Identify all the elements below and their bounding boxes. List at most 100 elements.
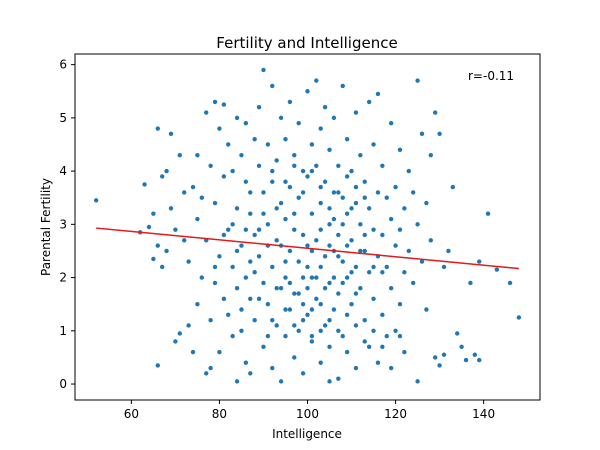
scatter-point	[349, 270, 353, 274]
scatter-point	[301, 169, 305, 173]
scatter-point	[292, 153, 296, 157]
scatter-point	[327, 318, 331, 322]
scatter-point	[380, 345, 384, 349]
scatter-point	[363, 249, 367, 253]
scatter-point	[244, 361, 248, 365]
y-tick-label: 5	[59, 111, 67, 125]
scatter-point	[367, 206, 371, 210]
scatter-point	[261, 68, 265, 72]
scatter-point	[230, 169, 234, 173]
scatter-point	[451, 185, 455, 189]
scatter-point	[371, 297, 375, 301]
scatter-point	[226, 227, 230, 231]
scatter-point	[195, 217, 199, 221]
scatter-point	[156, 363, 160, 367]
scatter-point	[208, 318, 212, 322]
scatter-point	[327, 206, 331, 210]
scatter-point	[354, 323, 358, 327]
scatter-point	[208, 366, 212, 370]
scatter-point	[371, 265, 375, 269]
scatter-point	[301, 318, 305, 322]
scatter-point	[442, 353, 446, 357]
scatter-point	[319, 265, 323, 269]
scatter-point	[327, 379, 331, 383]
scatter-point	[296, 291, 300, 295]
scatter-point	[283, 180, 287, 184]
scatter-point	[301, 190, 305, 194]
scatter-point	[336, 164, 340, 168]
scatter-point	[279, 286, 283, 290]
scatter-point	[323, 286, 327, 290]
scatter-point	[292, 211, 296, 215]
y-axis-label: Parental Fertility	[39, 178, 53, 276]
scatter-point	[230, 222, 234, 226]
scatter-point	[345, 211, 349, 215]
scatter-point	[314, 164, 318, 168]
scatter-point	[385, 196, 389, 200]
scatter-point	[244, 227, 248, 231]
scatter-point	[363, 339, 367, 343]
scatter-point	[336, 329, 340, 333]
scatter-point	[398, 227, 402, 231]
scatter-point	[385, 334, 389, 338]
scatter-point	[371, 329, 375, 333]
scatter-point	[332, 116, 336, 120]
scatter-point	[323, 105, 327, 109]
scatter-point	[358, 286, 362, 290]
scatter-point	[270, 366, 274, 370]
scatter-point	[310, 142, 314, 146]
scatter-point	[354, 291, 358, 295]
scatter-point	[248, 259, 252, 263]
scatter-point	[270, 318, 274, 322]
x-tick-label: 140	[472, 407, 495, 421]
scatter-point	[296, 196, 300, 200]
scatter-point	[367, 270, 371, 274]
scatter-point	[248, 211, 252, 215]
scatter-point	[327, 281, 331, 285]
scatter-point	[292, 164, 296, 168]
scatter-point	[283, 259, 287, 263]
scatter-point	[230, 334, 234, 338]
scatter-point	[204, 110, 208, 114]
chart-title: Fertility and Intelligence	[216, 34, 397, 52]
scatter-point	[257, 105, 261, 109]
scatter-point	[195, 302, 199, 306]
scatter-point	[415, 222, 419, 226]
scatter-point	[429, 153, 433, 157]
scatter-point	[292, 323, 296, 327]
scatter-point	[261, 345, 265, 349]
scatter-point	[244, 275, 248, 279]
scatter-point	[415, 379, 419, 383]
scatter-point	[327, 243, 331, 247]
scatter-point	[226, 313, 230, 317]
scatter-point	[349, 206, 353, 210]
scatter-point	[235, 249, 239, 253]
scatter-point	[270, 265, 274, 269]
scatter-point	[310, 169, 314, 173]
scatter-point	[473, 353, 477, 357]
scatter-point	[257, 164, 261, 168]
scatter-point	[182, 190, 186, 194]
scatter-point	[244, 180, 248, 184]
scatter-point	[279, 379, 283, 383]
scatter-point	[332, 217, 336, 221]
scatter-point	[420, 132, 424, 136]
scatter-point	[345, 137, 349, 141]
scatter-point	[437, 363, 441, 367]
scatter-point	[327, 222, 331, 226]
scatter-point	[319, 185, 323, 189]
scatter-point	[200, 275, 204, 279]
scatter-point	[336, 291, 340, 295]
scatter-point	[191, 350, 195, 354]
scatter-point	[156, 243, 160, 247]
scatter-point	[156, 126, 160, 130]
scatter-point	[389, 121, 393, 125]
scatter-point	[173, 339, 177, 343]
scatter-point	[257, 227, 261, 231]
scatter-point	[182, 238, 186, 242]
x-tick-label: 80	[212, 407, 227, 421]
scatter-point	[266, 222, 270, 226]
scatter-point	[230, 265, 234, 269]
scatter-point	[173, 227, 177, 231]
scatter-point	[367, 100, 371, 104]
